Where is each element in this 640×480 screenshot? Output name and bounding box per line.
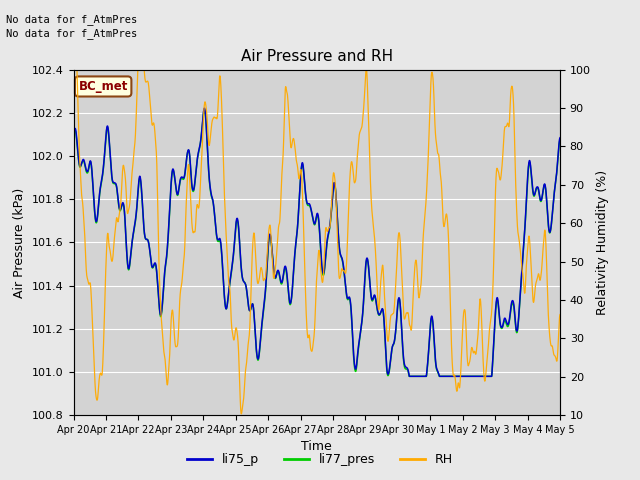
Text: No data for f_AtmPres: No data for f_AtmPres xyxy=(6,28,138,39)
Text: No data for f_AtmPres: No data for f_AtmPres xyxy=(6,13,138,24)
Y-axis label: Relativity Humidity (%): Relativity Humidity (%) xyxy=(596,170,609,315)
Text: BC_met: BC_met xyxy=(79,80,128,93)
X-axis label: Time: Time xyxy=(301,441,332,454)
Legend: li75_p, li77_pres, RH: li75_p, li77_pres, RH xyxy=(182,448,458,471)
Y-axis label: Air Pressure (kPa): Air Pressure (kPa) xyxy=(13,187,26,298)
Title: Air Pressure and RH: Air Pressure and RH xyxy=(241,49,393,64)
